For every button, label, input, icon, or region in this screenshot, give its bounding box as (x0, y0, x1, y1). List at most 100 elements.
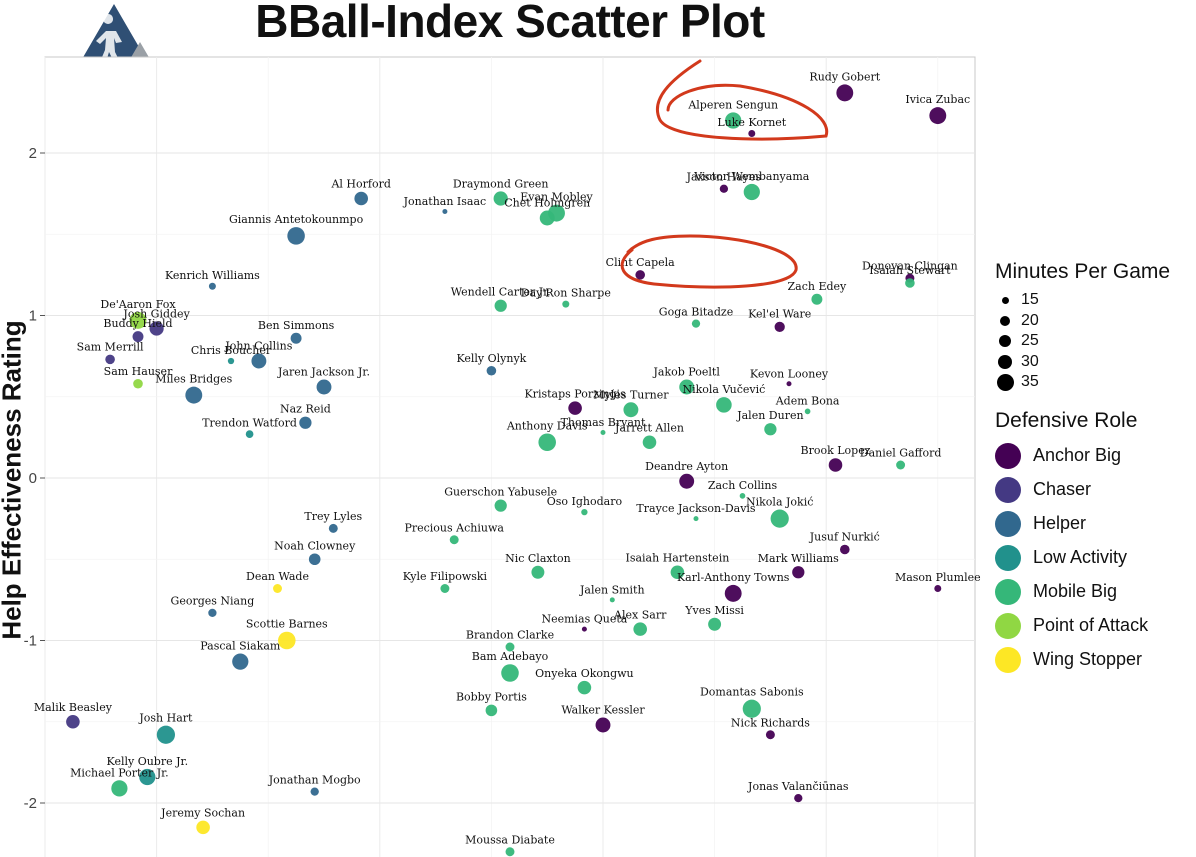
point-label: Bobby Portis (456, 691, 527, 704)
hand-drawn-annotations (620, 59, 829, 289)
scatter-point (836, 84, 854, 102)
point-label: Malik Beasley (34, 701, 113, 714)
point-label: Jaren Jackson Jr. (277, 366, 370, 379)
scatter-point (896, 460, 906, 470)
point-label: Chris Boucher (191, 344, 272, 357)
scatter-point (691, 319, 701, 328)
point-label: Rudy Gobert (809, 70, 880, 83)
scatter-point (786, 381, 792, 387)
point-label: De'Aaron Fox (100, 298, 176, 311)
scatter-point (111, 780, 128, 797)
scatter-point (670, 565, 685, 580)
point-label: Goga Bitadze (659, 305, 733, 318)
point-label: Giannis Antetokounmpo (229, 213, 364, 226)
point-label: Wendell Carter Jr. (451, 286, 551, 299)
scatter-point (929, 107, 947, 125)
scatter-point (748, 130, 756, 137)
point-label: Donovan Clingan (862, 260, 958, 273)
annotation-circle-capela (620, 234, 798, 289)
scatter-point (299, 416, 312, 429)
point-label: Brandon Clarke (466, 629, 554, 642)
size-legend-title: Minutes Per Game (995, 260, 1171, 283)
point-label: Jakob Poeltl (653, 366, 721, 379)
scatter-point (792, 566, 805, 579)
point-label: Mason Plumlee (895, 571, 981, 584)
point-label: Naz Reid (280, 403, 331, 416)
size-dot-icon (999, 335, 1011, 348)
point-label: Isaiah Stewart (869, 264, 951, 277)
point-label: Walker Kessler (561, 704, 645, 717)
plot-panel (44, 56, 976, 857)
size-legend-item: 30 (993, 352, 1196, 373)
point-label: Luke Kornet (717, 116, 786, 129)
point-label: Buddy Hield (103, 317, 172, 330)
scatter-point (765, 730, 775, 740)
scatter-point (839, 544, 850, 555)
size-dot-icon (1000, 315, 1010, 326)
scatter-point (149, 321, 164, 336)
point-label: Trey Lyles (304, 510, 362, 523)
point-label: Jaxson Hayes (686, 171, 762, 184)
scatter-point (581, 626, 587, 632)
size-legend-items: 15 20 25 30 35 (993, 290, 1196, 393)
scatter-point (739, 493, 746, 499)
size-legend-label: 35 (1021, 373, 1039, 391)
size-legend-label: 30 (1021, 352, 1039, 370)
point-label: Nick Richards (731, 716, 810, 729)
scatter-point (609, 597, 615, 603)
point-label: Kevon Looney (750, 367, 829, 380)
point-label: Thomas Bryant (561, 416, 646, 429)
size-legend-item: 35 (993, 372, 1196, 393)
point-label: Chet Holmgren (504, 197, 590, 210)
point-label: Brook Lopez (800, 444, 870, 457)
scatter-point (185, 386, 203, 404)
point-label: Zach Edey (788, 280, 848, 293)
scatter-point (486, 365, 497, 376)
y-tick-label: -1 (24, 633, 37, 650)
scatter-point (828, 458, 843, 472)
scatter-point (354, 191, 368, 206)
role-legend-label: Low Activity (1033, 547, 1128, 567)
point-label: Neemias Queta (541, 613, 627, 626)
point-label: Miles Bridges (155, 373, 232, 386)
size-dot-icon (996, 373, 1014, 391)
point-label: Dean Wade (246, 570, 309, 583)
point-labels: Rudy Gobert Ivica Zubac Alperen Sengun Luke… (34, 70, 981, 846)
point-label: Jeremy Sochan (160, 807, 245, 820)
role-legend-item: Low Activity (993, 541, 1196, 575)
point-label: Deandre Ayton (645, 460, 728, 473)
scatter-point (538, 433, 556, 452)
scatter-point (290, 332, 302, 344)
scatter-point (208, 608, 217, 618)
size-legend-label: 15 (1021, 291, 1039, 309)
scatter-point (66, 714, 80, 729)
role-legend-item: Point of Attack (993, 609, 1196, 643)
scatter-point (531, 565, 545, 579)
scatter-point (449, 535, 459, 545)
role-legend-label: Chaser (1033, 479, 1092, 499)
scatter-point (742, 699, 761, 718)
point-label: Bam Adebayo (472, 650, 549, 663)
role-legend-item: Mobile Big (993, 575, 1196, 609)
scatter-point (743, 183, 760, 201)
scatter-point (501, 664, 519, 682)
point-label: Jonas Valančiūnas (747, 780, 849, 793)
point-label: Alperen Sengun (687, 98, 778, 111)
point-label: Clint Capela (606, 256, 675, 269)
scatter-point (581, 508, 588, 516)
point-label: Zach Collins (708, 479, 778, 492)
point-label: Guerschon Yabusele (444, 485, 557, 498)
point-label: Sam Merrill (77, 341, 144, 354)
scatter-point (505, 642, 515, 652)
scatter-point (934, 585, 942, 592)
scatter-point (770, 509, 789, 528)
scatter-point (227, 357, 235, 365)
point-label: Jonathan Mogbo (268, 773, 361, 786)
scatter-point (105, 354, 115, 365)
point-label: Ivica Zubac (905, 93, 970, 106)
point-label: Kristaps Porziņģis (524, 387, 626, 400)
point-label: Ben Simmons (258, 319, 335, 332)
scatter-point (811, 293, 823, 305)
point-label: Jusuf Nurkić (809, 531, 880, 544)
role-color-swatch (995, 442, 1021, 469)
